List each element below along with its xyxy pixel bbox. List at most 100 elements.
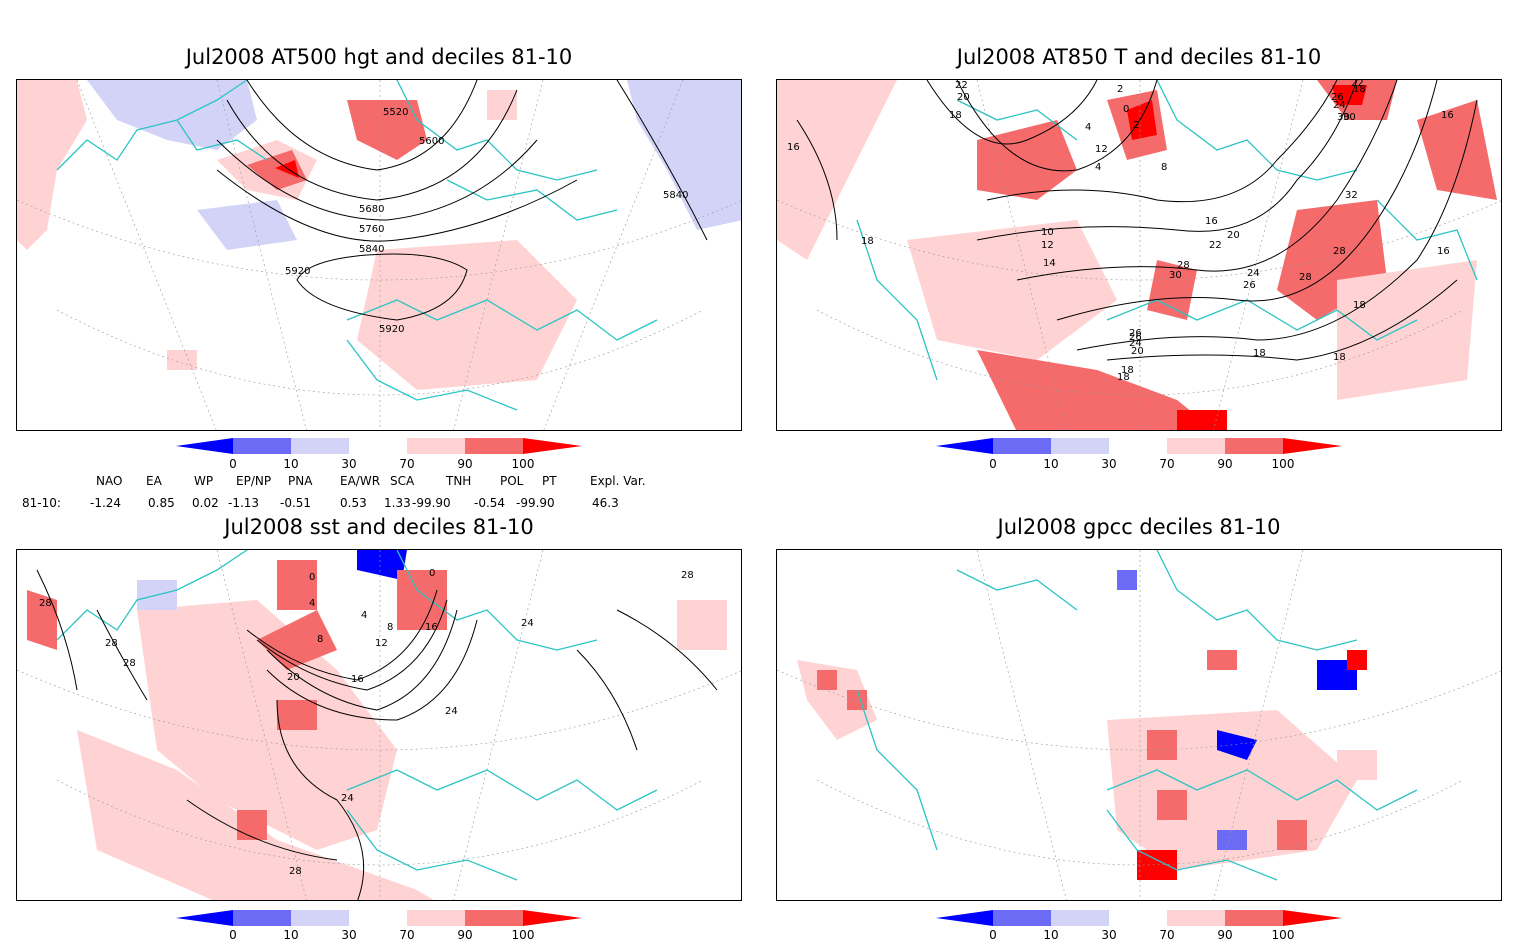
- contour-label: 18: [1333, 352, 1346, 363]
- colorbar-tick-label: 10: [1043, 457, 1058, 471]
- map-hgt500: 5520 5600 5680 5760 5840 5840 5920 5920: [16, 79, 742, 431]
- colorbar-tick-label: 100: [512, 928, 535, 942]
- colorbar-segment: [291, 910, 349, 926]
- colorbar-tick-label: 10: [1043, 928, 1058, 942]
- colorbar-tick-label: 100: [1272, 928, 1295, 942]
- colorbar-tick-label: 90: [457, 928, 472, 942]
- colorbar-tick-label: 100: [1272, 457, 1295, 471]
- contour-label: 0: [1123, 104, 1129, 115]
- colorbar-segment: [1283, 438, 1342, 454]
- contour-label: 24: [1333, 100, 1346, 111]
- colorbar-segment: [465, 910, 523, 926]
- contour-label: 30: [1337, 112, 1350, 123]
- contour-label: 18: [1353, 84, 1366, 95]
- colorbar-tick-label: 10: [283, 928, 298, 942]
- contour-label: 5680: [359, 204, 384, 215]
- colorbar-segment: [349, 438, 407, 454]
- contour-label: 18: [861, 236, 874, 247]
- colorbar-segment: [523, 910, 582, 926]
- contour-label: 4: [309, 598, 315, 609]
- colorbar-segment: [349, 910, 407, 926]
- contour-label: 28: [1177, 260, 1190, 271]
- colorbar-segment: [1225, 438, 1283, 454]
- colorbar-tick-label: 90: [1217, 457, 1232, 471]
- colorbar-segment: [523, 438, 582, 454]
- contour-label: 5840: [663, 190, 688, 201]
- index-header-nao: NAO: [96, 474, 123, 488]
- colorbar-segment: [233, 438, 291, 454]
- colorbar-segment: [407, 438, 465, 454]
- colorbar-gpcc: 0 10 30 70 90 100: [936, 910, 1342, 942]
- contour-label: 28: [1333, 246, 1346, 257]
- contour-label: 5840: [359, 244, 384, 255]
- colorbar-t850: 0 10 30 70 90 100: [936, 438, 1342, 471]
- contour-label: 22: [1209, 240, 1222, 251]
- contour-label: 26: [1243, 280, 1256, 291]
- colorbar-segment: [993, 910, 1051, 926]
- index-value-eawr: 0.53: [340, 496, 367, 510]
- panel-title-gpcc: Jul2008 gpcc deciles 81-10: [997, 515, 1281, 539]
- index-header-eawr: EA/WR: [340, 474, 381, 488]
- contour-label: 4: [361, 610, 367, 621]
- contour-label: 16: [1205, 216, 1218, 227]
- index-value-ea: 0.85: [148, 496, 175, 510]
- contour-label: 18: [1353, 300, 1366, 311]
- contour-label: 20: [287, 672, 300, 683]
- colorbar-hgt500: 0 10 30 70 90 100: [176, 438, 582, 471]
- contour-label: 22: [1351, 80, 1364, 89]
- map-gpcc: [776, 549, 1502, 901]
- colorbar-segment: [176, 438, 233, 454]
- contour-label: 28: [289, 866, 302, 877]
- index-header-pna: PNA: [288, 474, 313, 488]
- colorbar-tick-label: 70: [1159, 457, 1174, 471]
- contour-label: 24: [445, 706, 458, 717]
- colorbar-tick-label: 30: [1101, 457, 1116, 471]
- contour-label: 24: [521, 618, 534, 629]
- contour-label: 16: [1441, 110, 1454, 121]
- map-t850: 2 0 2 4 4 8 12 18 20 22 16 16 18 18 10 1…: [776, 79, 1502, 431]
- index-header-sca: SCA: [390, 474, 415, 488]
- contour-label: 8: [317, 634, 323, 645]
- index-value-expl-var: 46.3: [592, 496, 619, 510]
- index-header-pol: POL: [500, 474, 524, 488]
- contour-label: 24: [1247, 268, 1260, 279]
- colorbar-segment: [1109, 910, 1167, 926]
- contour-label: 28: [123, 658, 136, 669]
- contour-label: 16: [351, 674, 364, 685]
- contour-label: 16: [425, 622, 438, 633]
- contour-label: 16: [1437, 246, 1450, 257]
- colorbar-segment: [993, 438, 1051, 454]
- colorbar-tick-label: 0: [229, 457, 237, 471]
- map-sst-svg: 28 28 28 28 24 20 16 12 8 8 4 4 0 0 16 2…: [17, 550, 741, 900]
- colorbar-segment: [465, 438, 523, 454]
- contour-label: 0: [429, 568, 435, 579]
- colorbar-tick-label: 70: [1159, 928, 1174, 942]
- contour-label: 30: [1343, 112, 1356, 123]
- index-value-pna: -0.51: [280, 496, 312, 510]
- contour-label: 8: [1161, 162, 1167, 173]
- index-value-wp: 0.02: [192, 496, 219, 510]
- colorbar-tick-label: 70: [399, 457, 414, 471]
- contour-label: 18: [949, 110, 962, 121]
- contour-label: 5520: [383, 107, 408, 118]
- contour-label: 26: [1129, 328, 1142, 339]
- contour-label: 8: [387, 622, 393, 633]
- colorbar-segment: [291, 438, 349, 454]
- index-value-nao: -1.24: [90, 496, 122, 510]
- contour-label: 5760: [359, 224, 384, 235]
- contour-label: 2: [1117, 84, 1123, 95]
- panel-title-hgt500: Jul2008 AT500 hgt and deciles 81-10: [185, 45, 573, 69]
- contour-label: 20: [1131, 346, 1144, 357]
- contour-label: 18: [1121, 365, 1134, 376]
- colorbar-segment: [1109, 438, 1167, 454]
- contour-label: 12: [375, 638, 388, 649]
- index-header-ea: EA: [146, 474, 162, 488]
- contour-label: 5600: [419, 136, 444, 147]
- index-header-wp: WP: [194, 474, 214, 488]
- contour-label: 26: [1331, 92, 1344, 103]
- contour-label: 20: [957, 92, 970, 103]
- colorbar-tick-label: 90: [1217, 928, 1232, 942]
- colorbar-tick-label: 30: [341, 457, 356, 471]
- colorbar-segment: [936, 910, 993, 926]
- colorbar-tick-label: 30: [1101, 928, 1116, 942]
